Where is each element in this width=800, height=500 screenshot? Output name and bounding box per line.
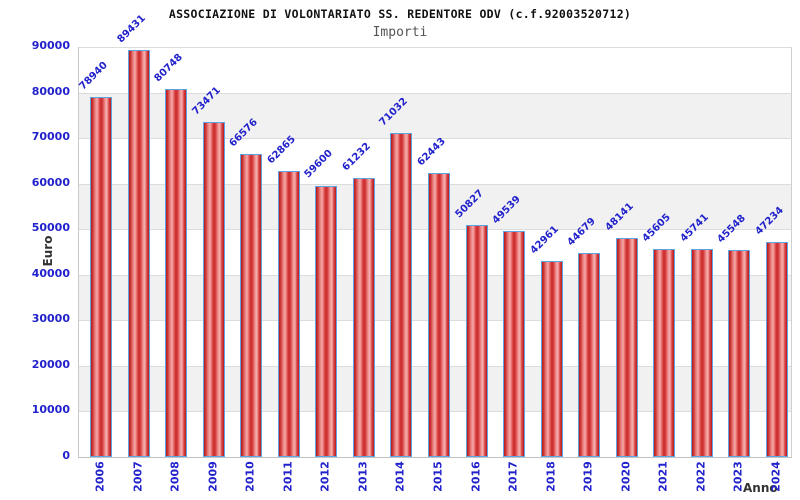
- x-tick-label: 2008: [168, 461, 182, 492]
- bar: [765, 241, 788, 457]
- x-tick-label: 2022: [694, 461, 708, 492]
- y-tick-label: 10000: [31, 403, 70, 417]
- x-tick-label: 2009: [206, 461, 220, 492]
- x-tick-label: 2024: [769, 461, 783, 492]
- y-tick-label: 90000: [31, 39, 70, 52]
- bar: [240, 153, 263, 457]
- bar: [315, 185, 338, 457]
- bar: [503, 231, 526, 457]
- x-tick-label: 2021: [656, 461, 670, 492]
- bar: [465, 225, 488, 457]
- bar: [578, 253, 601, 457]
- bar: [90, 97, 112, 457]
- y-tick-label: 70000: [31, 130, 70, 144]
- y-tick-label: 20000: [31, 357, 70, 371]
- x-tick-label: 2006: [93, 461, 107, 492]
- bar: [690, 248, 713, 457]
- y-tick-label: 50000: [31, 221, 70, 235]
- y-tick-label: 30000: [31, 312, 70, 326]
- y-tick-label: 80000: [31, 84, 70, 98]
- bar: [127, 49, 150, 457]
- x-tick-label: 2019: [581, 461, 595, 492]
- x-tick-label: 2013: [356, 461, 370, 492]
- bar: [540, 261, 563, 457]
- plot-area: 78940 89431 80748 73471 66576 62865 59600 61232…: [78, 13, 792, 458]
- bar: [165, 89, 188, 457]
- chart-subtitle: Importi: [372, 25, 428, 40]
- y-axis-title: Euro: [41, 235, 55, 267]
- y-tick-label: 0: [62, 449, 70, 462]
- x-tick-label: 2010: [243, 461, 257, 492]
- y-tick-label: 40000: [31, 266, 70, 280]
- x-tick-label: 2017: [506, 461, 520, 492]
- bar: [615, 237, 638, 457]
- bar: [202, 122, 225, 457]
- x-tick-label: 2023: [731, 461, 745, 492]
- x-tick-label: 2007: [131, 461, 145, 492]
- grid-band: [79, 47, 791, 93]
- x-tick-label: 2016: [469, 461, 482, 492]
- bar: [352, 178, 375, 457]
- x-tick-label: 2020: [619, 461, 633, 492]
- x-tick-label: 2014: [393, 461, 407, 492]
- x-tick-label: 2012: [318, 461, 332, 492]
- bar: [277, 170, 300, 457]
- bar: [653, 249, 676, 457]
- x-tick-label: 2018: [544, 461, 558, 492]
- bar: [390, 133, 413, 457]
- x-axis-title: Anno: [743, 481, 778, 495]
- y-tick-label: 60000: [31, 175, 70, 189]
- x-tick-label: 2011: [281, 461, 295, 492]
- bar: [728, 249, 751, 457]
- x-tick-label: 2015: [431, 461, 445, 492]
- chart-title: ASSOCIAZIONE DI VOLONTARIATO SS. REDENTO…: [168, 7, 632, 21]
- grid-band: [79, 93, 791, 138]
- bar: [427, 172, 450, 457]
